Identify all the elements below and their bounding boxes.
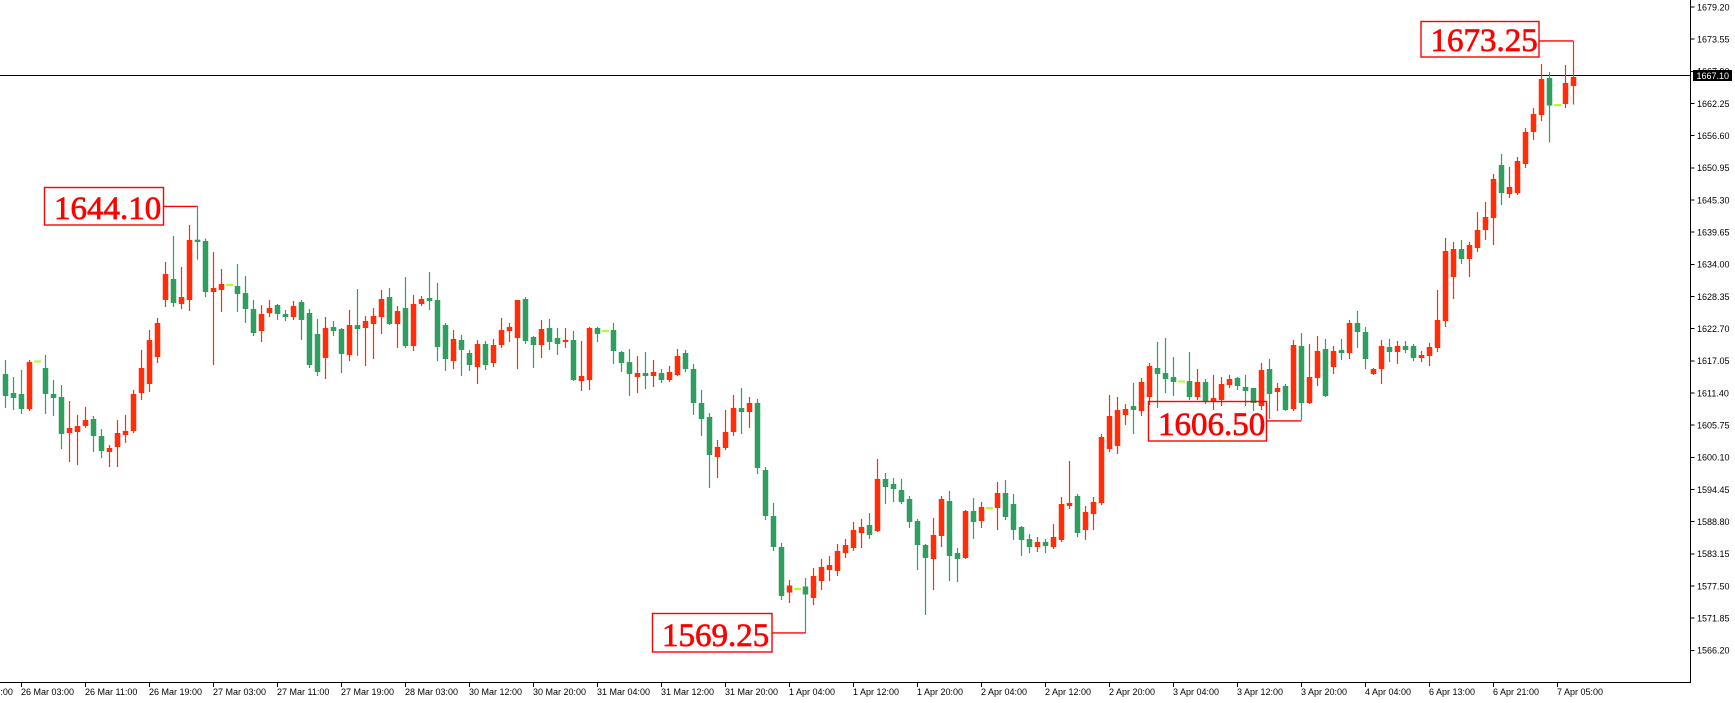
svg-text:1650.95: 1650.95 bbox=[1697, 163, 1730, 173]
svg-text:1656.60: 1656.60 bbox=[1697, 131, 1730, 141]
svg-text:30 Mar 12:00: 30 Mar 12:00 bbox=[469, 687, 522, 697]
svg-text:1622.70: 1622.70 bbox=[1697, 324, 1730, 334]
svg-text:1611.40: 1611.40 bbox=[1697, 388, 1729, 398]
svg-text:1 Apr 04:00: 1 Apr 04:00 bbox=[789, 687, 835, 697]
svg-text:26 Mar 11:00: 26 Mar 11:00 bbox=[85, 687, 137, 697]
svg-text:1606.50: 1606.50 bbox=[1158, 407, 1265, 443]
svg-text:27 Mar 19:00: 27 Mar 19:00 bbox=[341, 687, 394, 697]
svg-text:1571.85: 1571.85 bbox=[1697, 613, 1730, 623]
svg-text:1679.20: 1679.20 bbox=[1697, 2, 1730, 12]
svg-text:1644.10: 1644.10 bbox=[54, 191, 161, 227]
svg-text:27 Mar 11:00: 27 Mar 11:00 bbox=[277, 687, 329, 697]
svg-text:1662.25: 1662.25 bbox=[1697, 99, 1730, 109]
svg-text:1667.10: 1667.10 bbox=[1697, 71, 1730, 81]
svg-text:1583.15: 1583.15 bbox=[1697, 549, 1730, 559]
svg-text:2 Apr 12:00: 2 Apr 12:00 bbox=[1045, 687, 1091, 697]
svg-text:3 Apr 12:00: 3 Apr 12:00 bbox=[1237, 687, 1283, 697]
svg-text:30 Mar 20:00: 30 Mar 20:00 bbox=[533, 687, 586, 697]
svg-text:1605.75: 1605.75 bbox=[1697, 420, 1730, 430]
svg-text:1569.25: 1569.25 bbox=[662, 618, 769, 654]
svg-text:1600.10: 1600.10 bbox=[1697, 453, 1730, 463]
svg-text:3 Apr 04:00: 3 Apr 04:00 bbox=[1173, 687, 1219, 697]
svg-text:25 Mar 19:00: 25 Mar 19:00 bbox=[0, 687, 13, 697]
svg-text:6 Apr 13:00: 6 Apr 13:00 bbox=[1429, 687, 1475, 697]
svg-text:1628.35: 1628.35 bbox=[1697, 292, 1730, 302]
svg-text:27 Mar 03:00: 27 Mar 03:00 bbox=[213, 687, 266, 697]
svg-text:1673.55: 1673.55 bbox=[1697, 35, 1730, 45]
svg-text:31 Mar 20:00: 31 Mar 20:00 bbox=[725, 687, 778, 697]
svg-text:1639.65: 1639.65 bbox=[1697, 228, 1730, 238]
svg-text:2 Apr 20:00: 2 Apr 20:00 bbox=[1109, 687, 1155, 697]
svg-text:28 Mar 03:00: 28 Mar 03:00 bbox=[405, 687, 458, 697]
svg-text:1617.05: 1617.05 bbox=[1697, 356, 1730, 366]
svg-text:3 Apr 20:00: 3 Apr 20:00 bbox=[1301, 687, 1347, 697]
svg-text:31 Mar 12:00: 31 Mar 12:00 bbox=[661, 687, 714, 697]
svg-text:1 Apr 20:00: 1 Apr 20:00 bbox=[917, 687, 963, 697]
svg-text:6 Apr 21:00: 6 Apr 21:00 bbox=[1493, 687, 1539, 697]
svg-text:26 Mar 19:00: 26 Mar 19:00 bbox=[149, 687, 202, 697]
svg-text:1673.25: 1673.25 bbox=[1431, 23, 1538, 59]
svg-text:7 Apr 05:00: 7 Apr 05:00 bbox=[1557, 687, 1603, 697]
svg-text:26 Mar 03:00: 26 Mar 03:00 bbox=[21, 687, 74, 697]
svg-text:31 Mar 04:00: 31 Mar 04:00 bbox=[597, 687, 650, 697]
svg-text:1 Apr 12:00: 1 Apr 12:00 bbox=[853, 687, 899, 697]
svg-text:1634.00: 1634.00 bbox=[1697, 260, 1730, 270]
svg-text:1594.45: 1594.45 bbox=[1697, 485, 1730, 495]
svg-text:1645.30: 1645.30 bbox=[1697, 195, 1730, 205]
svg-text:4 Apr 04:00: 4 Apr 04:00 bbox=[1365, 687, 1411, 697]
svg-text:1566.20: 1566.20 bbox=[1697, 646, 1730, 656]
svg-text:2 Apr 04:00: 2 Apr 04:00 bbox=[981, 687, 1027, 697]
svg-text:1577.50: 1577.50 bbox=[1697, 581, 1730, 591]
svg-text:1588.80: 1588.80 bbox=[1697, 517, 1730, 527]
